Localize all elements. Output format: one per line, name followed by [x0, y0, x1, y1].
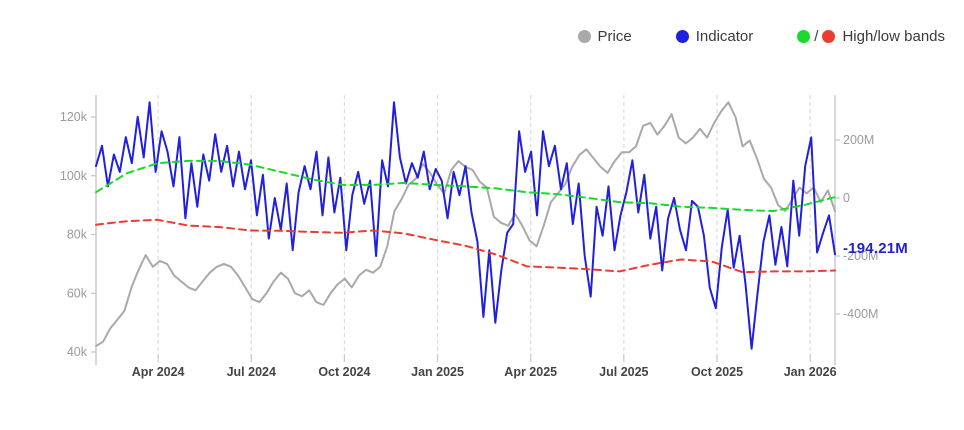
x-tick-label: Apr 2025 — [504, 365, 557, 379]
left-axis-tick-label: 100k — [60, 169, 88, 183]
legend-indicator-label: Indicator — [695, 28, 754, 45]
low-band-swatch-icon — [822, 30, 836, 43]
x-tick-label: Jul 2025 — [599, 365, 648, 379]
right-axis-tick-label: 0 — [843, 191, 850, 205]
x-tick-label: Jan 2026 — [784, 365, 837, 379]
left-axis-tick-label: 80k — [67, 228, 88, 242]
legend-item-bands[interactable]: / High/low bands — [797, 28, 945, 45]
right-axis-tick-label: -400M — [843, 307, 878, 321]
price-line — [95, 101, 836, 348]
chart-legend: Price Indicator / High/low bands — [577, 28, 945, 45]
indicator-swatch-icon — [675, 30, 689, 43]
right-axis-tick-label: -200M — [843, 249, 878, 263]
indicator-line — [95, 101, 836, 350]
price-swatch-icon — [577, 30, 591, 43]
high-band-line — [95, 159, 836, 213]
bands-separator: / — [814, 28, 819, 45]
legend-price-label: Price — [597, 28, 632, 45]
x-tick-label: Jul 2024 — [227, 365, 276, 379]
x-tick-label: Oct 2024 — [318, 365, 370, 379]
left-axis-tick-label: 40k — [67, 345, 88, 359]
x-tick-label: Oct 2025 — [691, 365, 743, 379]
legend-bands-label: High/low bands — [842, 28, 945, 45]
indicator-current-value: -194.21M — [843, 240, 908, 257]
low-band-line — [95, 218, 836, 274]
high-band-swatch-icon — [797, 30, 811, 43]
left-axis-tick-label: 60k — [67, 286, 88, 300]
x-tick-label: Apr 2024 — [132, 365, 185, 379]
legend-item-indicator[interactable]: Indicator — [675, 28, 754, 45]
legend-item-price[interactable]: Price — [577, 28, 632, 45]
right-axis-tick-label: 200M — [843, 133, 874, 147]
x-tick-label: Jan 2025 — [411, 365, 464, 379]
left-axis-tick-label: 120k — [60, 110, 88, 124]
